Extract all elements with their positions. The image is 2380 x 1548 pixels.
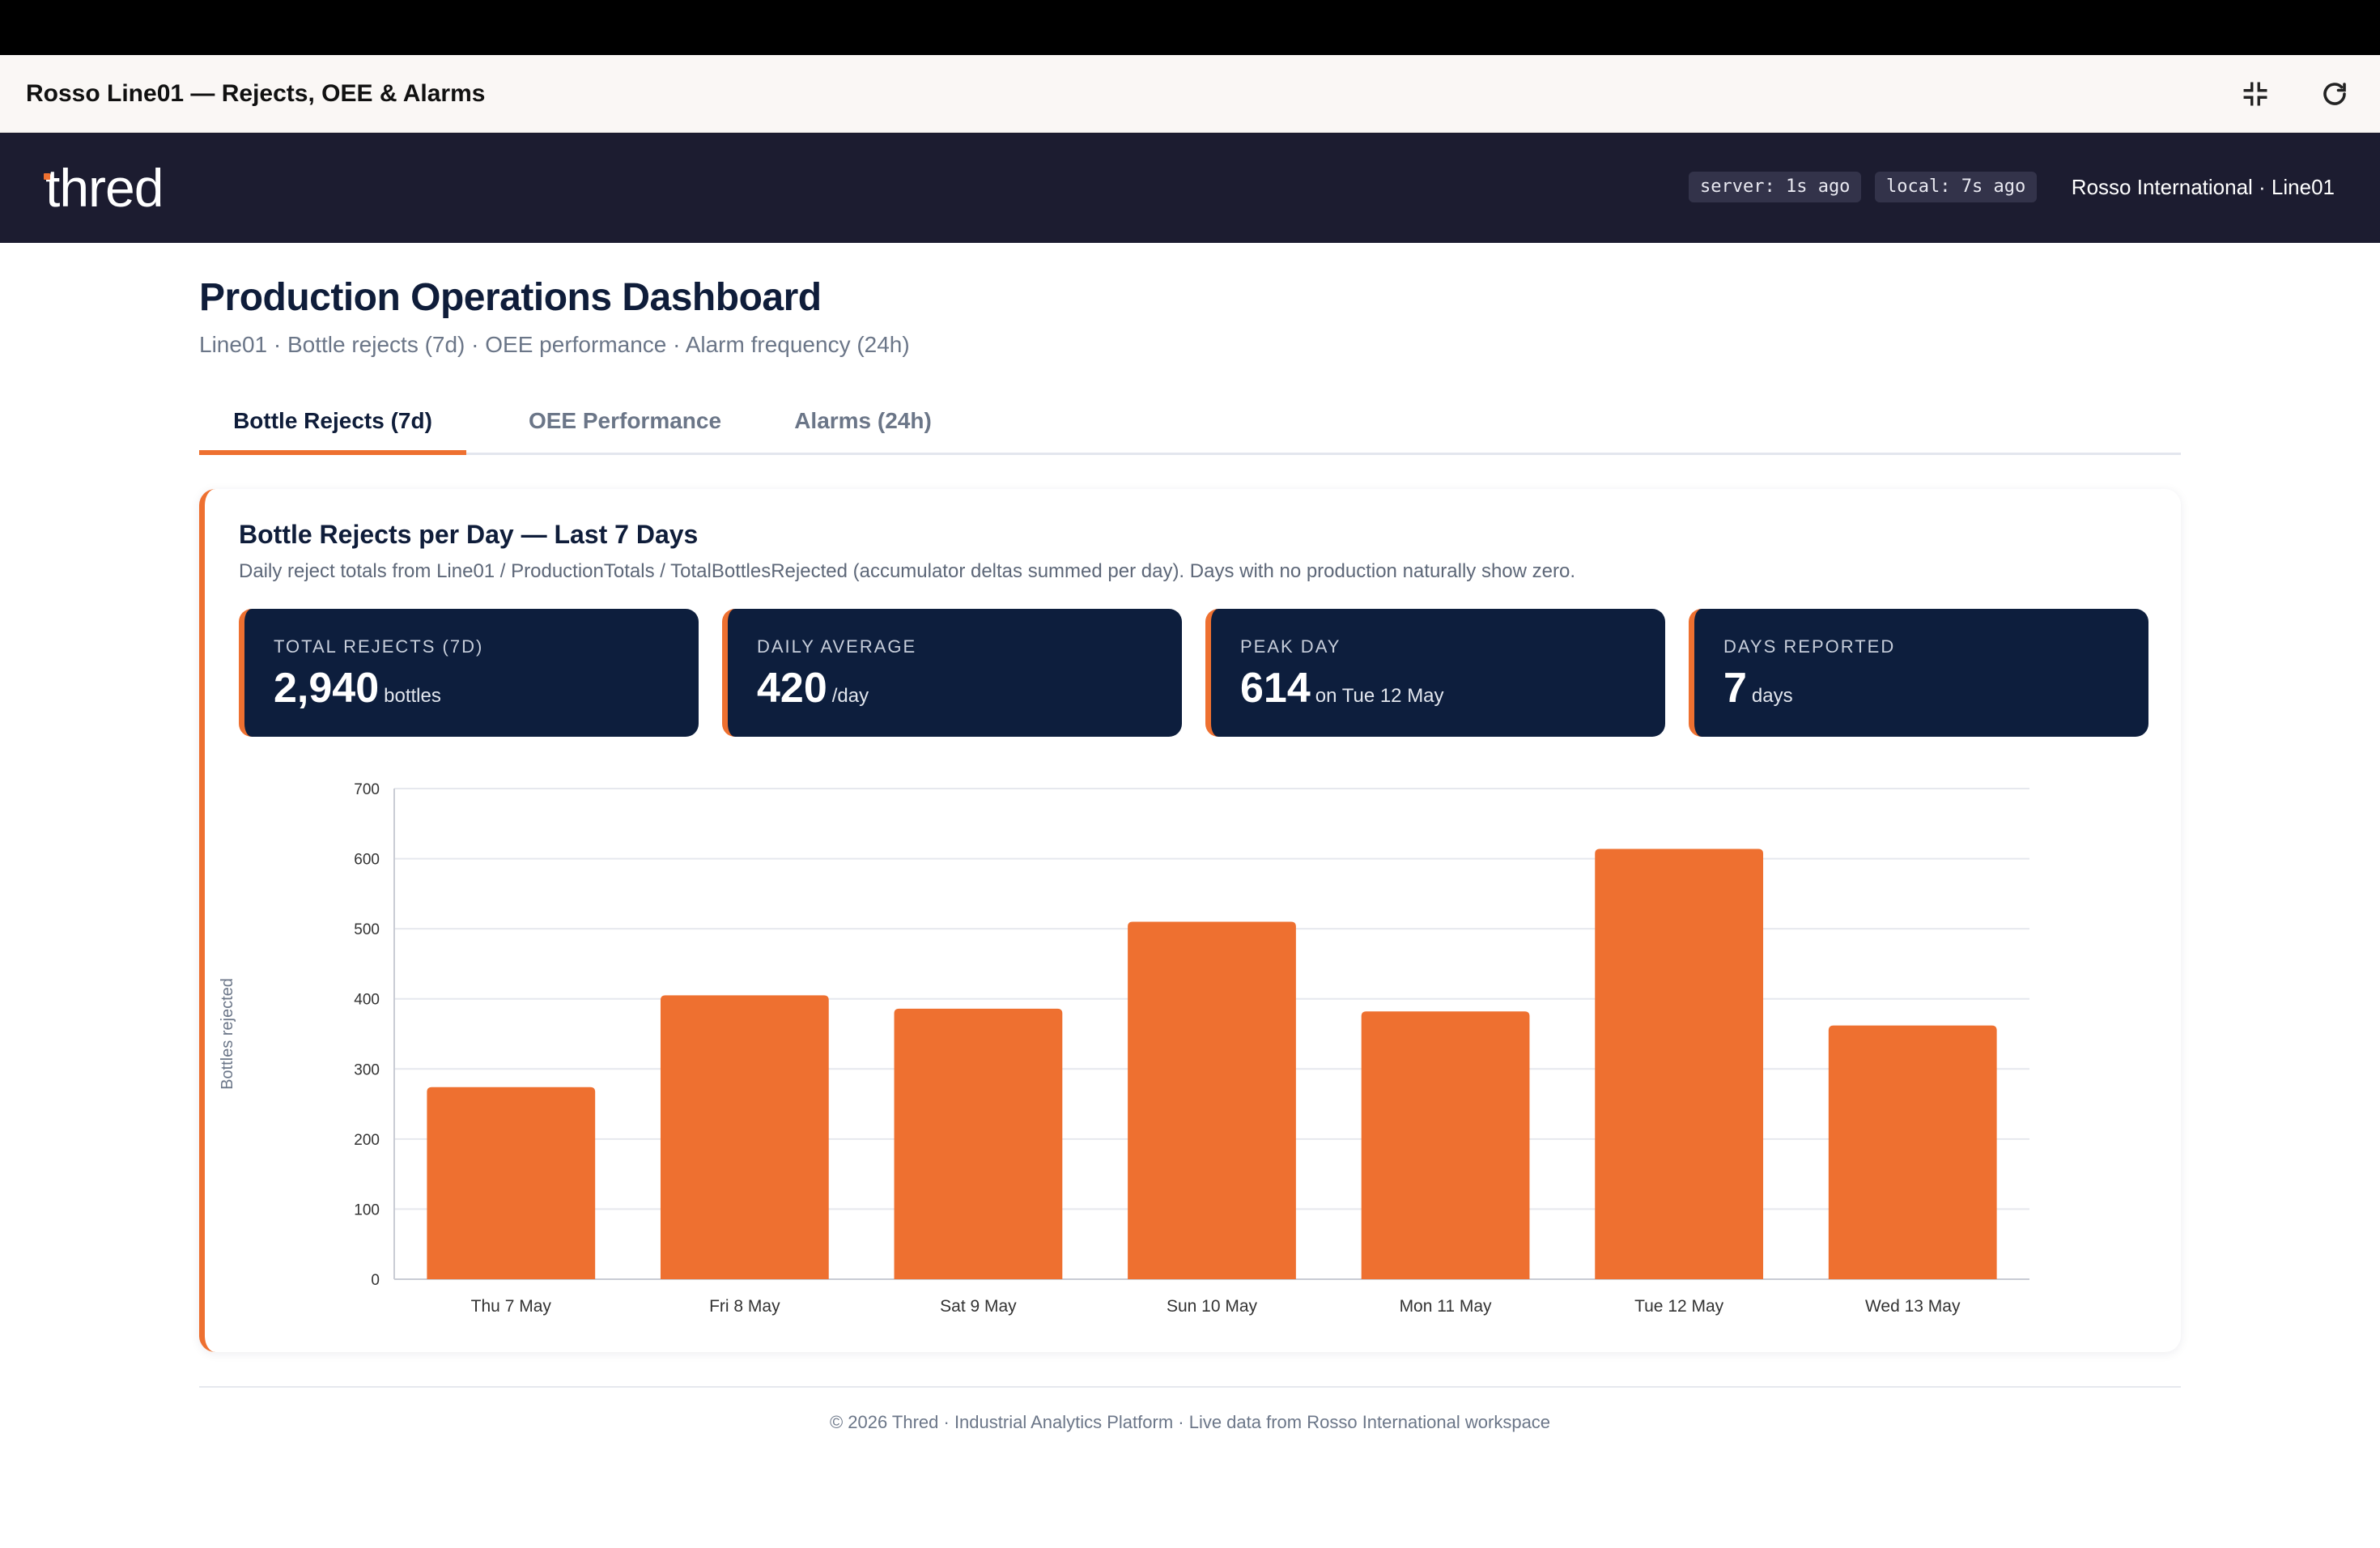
thred-logo[interactable]: thred bbox=[45, 158, 164, 218]
kpi-days-reported: DAYS REPORTED 7 days bbox=[1689, 609, 2148, 737]
card-description: Daily reject totals from Line01 / Produc… bbox=[239, 560, 1576, 582]
bar bbox=[1128, 921, 1296, 1279]
y-tick-label: 600 bbox=[354, 852, 380, 869]
card-title: Bottle Rejects per Day — Last 7 Days bbox=[239, 520, 699, 549]
y-tick-label: 400 bbox=[354, 992, 380, 1009]
rejects-card: Bottle Rejects per Day — Last 7 Days Dai… bbox=[199, 489, 2181, 1352]
footer-divider bbox=[199, 1386, 2181, 1388]
kpi-unit: /day bbox=[831, 685, 869, 707]
tab-oee-performance[interactable]: OEE Performance bbox=[528, 408, 722, 433]
collapse-icon bbox=[2243, 82, 2267, 106]
server-sync-chip: server: 1s ago bbox=[1689, 172, 1862, 202]
kpi-value-row: 420/day bbox=[757, 664, 869, 712]
refresh-button[interactable] bbox=[2314, 73, 2356, 115]
app-header: thred server: 1s ago local: 7s ago Rosso… bbox=[0, 133, 2380, 243]
kpi-value: 2,940 bbox=[274, 665, 380, 712]
x-tick-label: Mon 11 May bbox=[1400, 1297, 1492, 1316]
top-bar bbox=[0, 0, 2380, 55]
x-tick-label: Wed 13 May bbox=[1865, 1297, 1961, 1316]
y-tick-label: 300 bbox=[354, 1061, 380, 1078]
logo-accent-dot bbox=[44, 173, 50, 180]
page-title: Production Operations Dashboard bbox=[199, 276, 822, 319]
kpi-unit: on Tue 12 May bbox=[1315, 685, 1444, 707]
kpi-value: 7 bbox=[1723, 665, 1747, 712]
kpi-value-row: 614 on Tue 12 May bbox=[1240, 664, 1444, 712]
kpi-label: TOTAL REJECTS (7D) bbox=[274, 636, 484, 657]
kpi-value: 420 bbox=[757, 665, 827, 712]
y-tick-label: 100 bbox=[354, 1201, 380, 1218]
tab-bottle-rejects[interactable]: Bottle Rejects (7d) bbox=[199, 393, 466, 455]
window-title: Rosso Line01 — Rejects, OEE & Alarms bbox=[26, 80, 486, 107]
bar bbox=[427, 1087, 596, 1279]
tab-bar: Bottle Rejects (7d) OEE Performance Alar… bbox=[199, 393, 2181, 455]
kpi-peak-day: PEAK DAY 614 on Tue 12 May bbox=[1205, 609, 1665, 737]
kpi-daily-average: DAILY AVERAGE 420/day bbox=[722, 609, 1182, 737]
kpi-value-row: 2,940 bottles bbox=[274, 664, 441, 712]
y-tick-label: 0 bbox=[371, 1272, 380, 1289]
kpi-label: DAILY AVERAGE bbox=[757, 636, 917, 657]
kpi-total-rejects: TOTAL REJECTS (7D) 2,940 bottles bbox=[239, 609, 699, 737]
y-tick-label: 200 bbox=[354, 1132, 380, 1149]
kpi-unit: bottles bbox=[384, 685, 441, 707]
bar bbox=[1595, 848, 1764, 1279]
refresh-icon bbox=[2323, 83, 2346, 105]
title-bar: Rosso Line01 — Rejects, OEE & Alarms bbox=[0, 55, 2380, 133]
x-tick-label: Sun 10 May bbox=[1167, 1297, 1258, 1316]
kpi-unit: days bbox=[1751, 685, 1793, 707]
bar bbox=[1828, 1025, 1997, 1279]
y-tick-label: 500 bbox=[354, 921, 380, 938]
footer-text: © 2026 Thred · Industrial Analytics Plat… bbox=[829, 1412, 1551, 1432]
x-tick-label: Tue 12 May bbox=[1634, 1297, 1724, 1316]
page-subtitle: Line01 · Bottle rejects (7d) · OEE perfo… bbox=[199, 332, 910, 357]
org-label: Rosso International · Line01 bbox=[2071, 175, 2335, 199]
bar bbox=[1361, 1011, 1530, 1279]
x-tick-label: Thu 7 May bbox=[471, 1297, 552, 1316]
y-axis-title: Bottles rejected bbox=[219, 978, 236, 1090]
bar bbox=[894, 1008, 1063, 1279]
kpi-value: 614 bbox=[1240, 665, 1311, 712]
kpi-label: DAYS REPORTED bbox=[1723, 636, 1896, 657]
local-sync-chip: local: 7s ago bbox=[1875, 172, 2038, 202]
kpi-value-row: 7 days bbox=[1723, 664, 1793, 712]
x-tick-label: Fri 8 May bbox=[709, 1297, 780, 1316]
bar bbox=[660, 995, 829, 1279]
collapse-button[interactable] bbox=[2234, 73, 2276, 115]
x-tick-label: Sat 9 May bbox=[940, 1297, 1017, 1316]
tab-alarms[interactable]: Alarms (24h) bbox=[794, 408, 932, 433]
kpi-label: PEAK DAY bbox=[1240, 636, 1341, 657]
y-tick-label: 700 bbox=[354, 781, 380, 798]
rejects-bar-chart: 0 100 200 300 400 500 600 700 Bottles rejected Th… bbox=[219, 781, 2029, 1316]
